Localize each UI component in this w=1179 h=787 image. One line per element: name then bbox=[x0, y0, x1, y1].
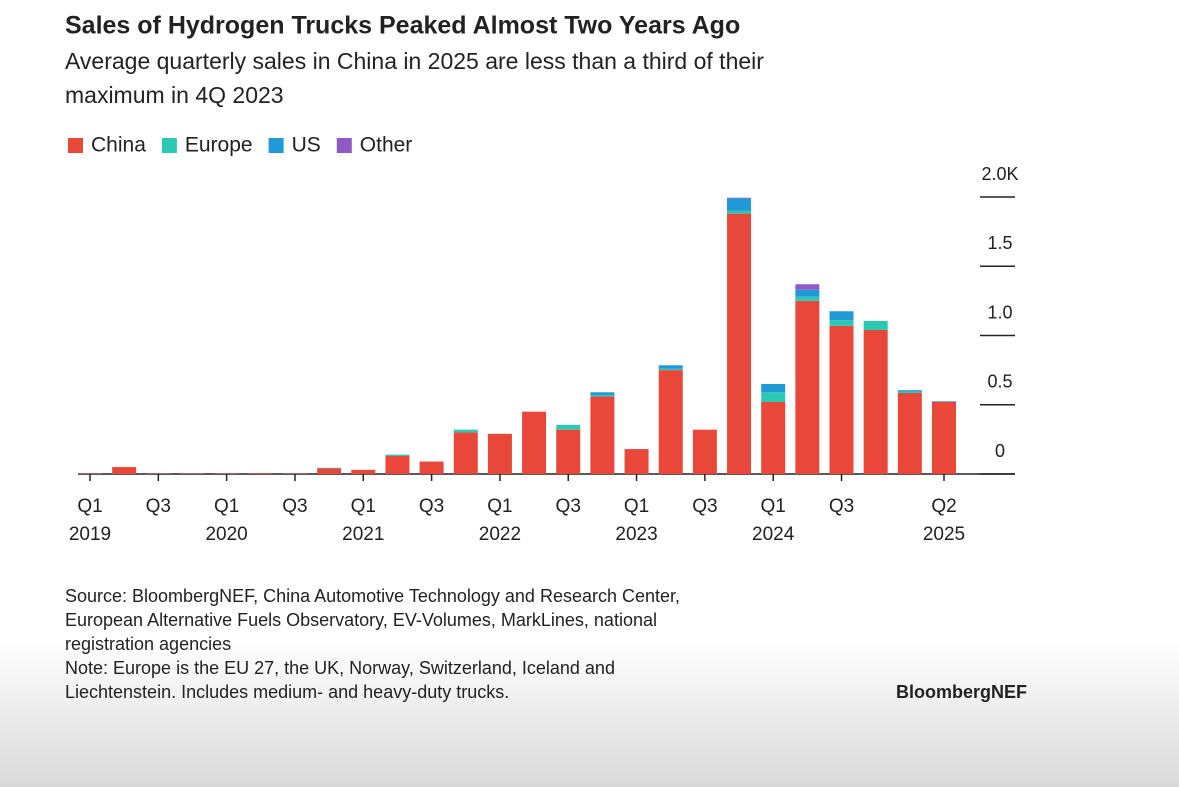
bar-segment bbox=[795, 300, 820, 474]
bar-segment bbox=[795, 284, 820, 290]
bar-segment bbox=[590, 396, 615, 474]
x-year-label: 2020 bbox=[205, 524, 247, 545]
legend-label: US bbox=[292, 134, 321, 157]
bar-segment bbox=[727, 197, 752, 199]
x-tick-label: Q3 bbox=[556, 496, 581, 517]
x-tick-label: Q1 bbox=[214, 496, 239, 517]
x-tick-label: Q1 bbox=[761, 496, 786, 517]
bar-segment bbox=[863, 329, 888, 474]
bar-segment bbox=[692, 429, 717, 474]
bar-segment bbox=[112, 467, 137, 474]
legend-swatch bbox=[268, 138, 284, 153]
chart-title: Sales of Hydrogen Trucks Peaked Almost T… bbox=[65, 12, 740, 40]
source: registration agencies bbox=[65, 634, 231, 654]
bar-segment bbox=[761, 392, 786, 402]
bar-segment bbox=[727, 210, 752, 214]
logo: BloombergNEF bbox=[896, 682, 1027, 702]
x-tick-label: Q1 bbox=[77, 496, 102, 517]
bar-segment bbox=[897, 392, 922, 474]
bar-segment bbox=[556, 429, 581, 474]
bar-segment bbox=[658, 365, 683, 369]
bar-segment bbox=[829, 325, 854, 474]
bar-segment bbox=[897, 391, 922, 393]
bar-segment bbox=[317, 467, 342, 469]
bar-segment bbox=[590, 395, 615, 397]
subtitle: maximum in 4Q 2023 bbox=[65, 82, 284, 108]
bar-segment bbox=[932, 401, 956, 402]
legend-label: China bbox=[91, 134, 146, 157]
note: Liechtenstein. Includes medium- and heav… bbox=[65, 682, 509, 702]
legend-label: Other bbox=[360, 134, 413, 157]
x-tick-label: Q3 bbox=[282, 496, 307, 517]
bar-segment bbox=[419, 461, 444, 474]
x-tick-label: Q2 bbox=[931, 496, 956, 517]
bar-segment bbox=[317, 468, 342, 474]
bar-segment bbox=[727, 198, 752, 211]
x-tick-label: Q1 bbox=[624, 496, 649, 517]
note: Note: Europe is the EU 27, the UK, Norwa… bbox=[65, 658, 615, 678]
bar-segment bbox=[556, 424, 581, 430]
bar-segment bbox=[897, 390, 922, 392]
x-year-label: 2023 bbox=[615, 524, 657, 545]
bar-segment bbox=[658, 368, 683, 371]
bar-segment bbox=[590, 392, 615, 396]
bar-segment bbox=[453, 432, 478, 474]
bar-segment bbox=[795, 289, 820, 297]
x-year-label: 2025 bbox=[923, 524, 965, 545]
bar-segment bbox=[248, 473, 273, 474]
y-tick-label: 2.0K bbox=[981, 164, 1018, 184]
source: Source: BloombergNEF, China Automotive T… bbox=[65, 586, 680, 606]
bar-segment bbox=[795, 296, 820, 301]
y-tick-label: 1.5 bbox=[987, 233, 1012, 253]
subtitle: Average quarterly sales in China in 2025… bbox=[65, 48, 764, 74]
bar-segment bbox=[453, 429, 478, 433]
legend-swatch bbox=[161, 138, 177, 153]
x-tick-label: Q1 bbox=[351, 496, 376, 517]
x-year-label: 2019 bbox=[69, 524, 111, 545]
bar-segment bbox=[522, 411, 547, 474]
bar-segment bbox=[385, 454, 410, 456]
y-tick-label: 0 bbox=[995, 441, 1005, 461]
bar-segment bbox=[727, 213, 752, 474]
bar-segment bbox=[658, 370, 683, 474]
bar-segment bbox=[624, 449, 649, 474]
x-tick-label: Q3 bbox=[692, 496, 717, 517]
bar-segment bbox=[761, 401, 786, 474]
legend-swatch bbox=[336, 138, 352, 153]
y-tick-label: 0.5 bbox=[987, 372, 1012, 392]
bar-segment bbox=[487, 433, 512, 474]
legend-label: Europe bbox=[185, 134, 253, 157]
x-tick-label: Q3 bbox=[146, 496, 171, 517]
x-year-label: 2021 bbox=[342, 524, 384, 545]
x-tick-label: Q3 bbox=[829, 496, 854, 517]
bar-segment bbox=[761, 383, 786, 393]
bar-segment bbox=[385, 455, 410, 474]
bar-segment bbox=[829, 311, 854, 321]
legend-swatch bbox=[68, 138, 83, 153]
bar-segment bbox=[351, 469, 376, 474]
y-tick-label: 1.0 bbox=[987, 302, 1012, 322]
bar-segment bbox=[829, 320, 854, 326]
x-year-label: 2024 bbox=[752, 524, 795, 545]
source: European Alternative Fuels Observatory, … bbox=[65, 610, 657, 630]
x-tick-label: Q1 bbox=[487, 496, 512, 517]
x-tick-label: Q3 bbox=[419, 496, 444, 517]
x-year-label: 2022 bbox=[479, 524, 521, 545]
bar-segment bbox=[863, 320, 888, 330]
bar-segment bbox=[932, 401, 956, 474]
